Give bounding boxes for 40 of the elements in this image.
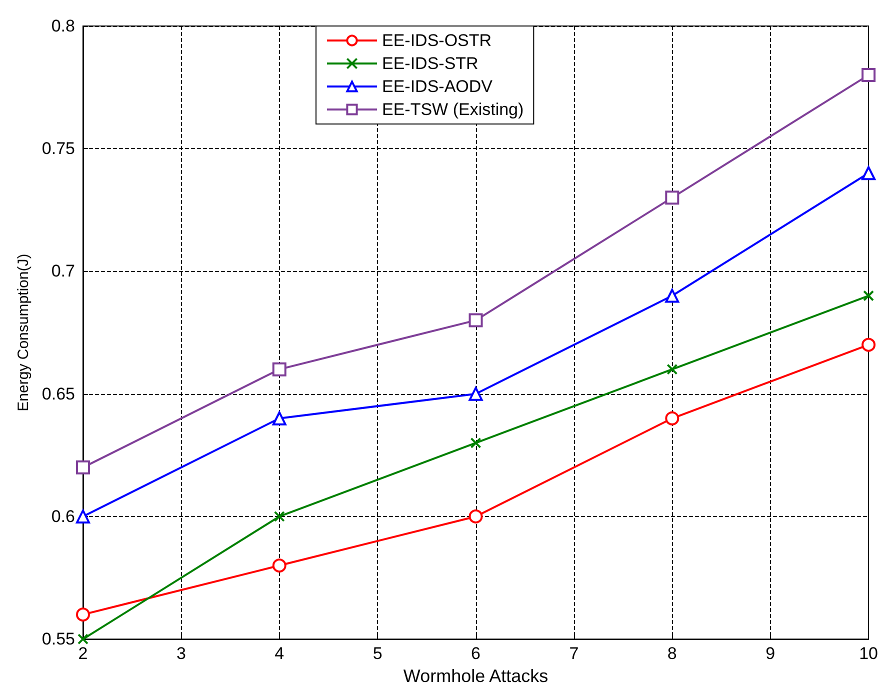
legend-label: EE-IDS-AODV	[382, 77, 494, 96]
point	[468, 509, 483, 524]
x-tick-label: 10	[859, 644, 878, 664]
point	[862, 166, 876, 180]
legend-label: EE-IDS-OSTR	[382, 31, 492, 50]
y-tick-label: 0.75	[42, 139, 75, 158]
legend-label: EE-IDS-STR	[382, 54, 478, 73]
point	[862, 338, 876, 352]
y-tick-label: 0.8	[51, 16, 75, 36]
y-tick-label: 0.6	[51, 506, 75, 526]
point	[665, 190, 680, 205]
x-tick-label: 2	[78, 644, 88, 664]
point	[665, 411, 680, 426]
y-tick-label: 0.65	[42, 384, 75, 404]
x-axis-title: Wormhole Attacks	[403, 666, 548, 686]
legend-label: EE-TSW (Existing)	[382, 100, 524, 119]
point	[272, 362, 286, 376]
point	[468, 313, 483, 328]
point	[76, 608, 90, 622]
y-tick-label: 0.7	[51, 262, 75, 281]
point	[274, 510, 285, 522]
x-tick-label: 8	[667, 644, 677, 664]
y-axis-title: Energy Consumption(J)	[15, 254, 32, 412]
x-tick-label: 5	[372, 644, 382, 664]
y-tick-label: 0.55	[42, 630, 75, 649]
point	[272, 411, 286, 426]
x-tick-label: 4	[274, 644, 284, 664]
point	[863, 290, 874, 302]
point	[468, 386, 483, 401]
x-tick-label: 9	[766, 644, 776, 664]
x-tick-label: 7	[569, 644, 579, 664]
point	[76, 460, 90, 474]
point	[77, 634, 88, 645]
x-tick-label: 3	[176, 644, 186, 664]
point	[470, 437, 482, 448]
x-tick-label: 6	[471, 644, 480, 664]
point	[862, 68, 876, 82]
point	[665, 288, 680, 303]
point	[666, 364, 678, 375]
point	[272, 558, 286, 573]
